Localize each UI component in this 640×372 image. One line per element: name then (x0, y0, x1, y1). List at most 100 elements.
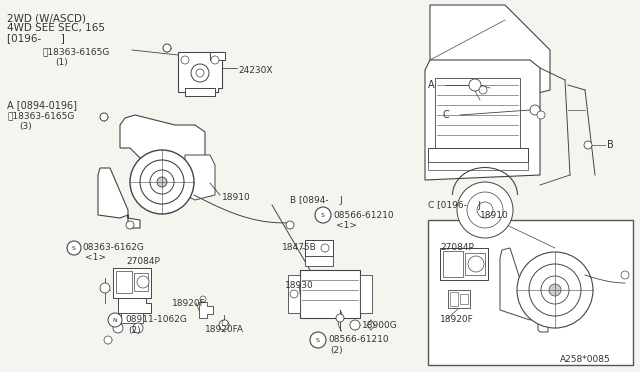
Text: S: S (321, 212, 325, 218)
Circle shape (336, 314, 344, 322)
Bar (428, 220, 633, 365)
Text: 18920F: 18920F (440, 315, 474, 324)
Text: 27084P: 27084P (440, 244, 474, 253)
Bar (440, 248, 488, 280)
Circle shape (219, 320, 229, 330)
Text: A258*0085: A258*0085 (560, 356, 611, 365)
Text: (2): (2) (128, 326, 141, 334)
Polygon shape (430, 5, 550, 95)
Circle shape (200, 296, 206, 302)
Text: 18920FA: 18920FA (205, 326, 244, 334)
Circle shape (113, 323, 123, 333)
Text: (1): (1) (55, 58, 68, 67)
Text: (2): (2) (330, 346, 342, 355)
Text: B: B (607, 140, 614, 150)
Bar (288, 275, 300, 313)
Text: 18930: 18930 (285, 280, 314, 289)
Polygon shape (185, 88, 215, 96)
Text: 2WD (W/ASCD): 2WD (W/ASCD) (7, 13, 86, 23)
Circle shape (584, 141, 592, 149)
Text: 24230X: 24230X (238, 65, 273, 74)
Circle shape (350, 320, 360, 330)
Bar (443, 251, 463, 277)
Circle shape (100, 283, 110, 293)
Polygon shape (210, 52, 225, 60)
Text: 08566-61210: 08566-61210 (328, 336, 388, 344)
Circle shape (529, 264, 581, 316)
Bar (360, 275, 372, 313)
Text: 27084P: 27084P (126, 257, 160, 266)
Bar (116, 271, 132, 293)
Text: 08363-6162G: 08363-6162G (82, 244, 144, 253)
Circle shape (163, 44, 171, 52)
Bar (448, 290, 470, 308)
Circle shape (137, 276, 149, 288)
Text: (3): (3) (19, 122, 32, 131)
Circle shape (321, 244, 329, 252)
Circle shape (315, 207, 331, 223)
Circle shape (468, 256, 484, 272)
Circle shape (126, 221, 134, 229)
Text: Ⓜ18363-6165G: Ⓜ18363-6165G (42, 48, 109, 57)
Circle shape (157, 177, 167, 187)
Circle shape (104, 336, 112, 344)
Circle shape (467, 192, 503, 228)
Bar (460, 294, 468, 304)
Bar (305, 240, 333, 256)
Circle shape (457, 182, 513, 238)
Text: C: C (443, 110, 450, 120)
Text: [0196-      ]: [0196- ] (7, 33, 65, 43)
Circle shape (150, 170, 174, 194)
Polygon shape (178, 52, 222, 92)
Bar (465, 253, 485, 275)
Bar (435, 78, 520, 148)
Polygon shape (118, 298, 151, 313)
Text: 08566-61210: 08566-61210 (333, 211, 394, 219)
Bar (134, 273, 148, 291)
Polygon shape (98, 168, 140, 228)
Text: 18920F: 18920F (172, 298, 205, 308)
Polygon shape (199, 302, 213, 318)
Text: 18910: 18910 (222, 192, 251, 202)
Circle shape (469, 79, 481, 91)
Text: 4WD SEE SEC, 165: 4WD SEE SEC, 165 (7, 23, 105, 33)
Text: 08911-1062G: 08911-1062G (125, 315, 187, 324)
Circle shape (191, 64, 209, 82)
Text: N: N (113, 317, 117, 323)
Text: C [0196-    J: C [0196- J (428, 201, 481, 209)
Circle shape (100, 113, 108, 121)
Bar (113, 268, 151, 298)
Circle shape (290, 290, 298, 298)
Circle shape (286, 221, 294, 229)
Text: A [0894-0196]: A [0894-0196] (7, 100, 77, 110)
Text: B [0894-    J: B [0894- J (290, 196, 343, 205)
Text: <1>: <1> (336, 221, 357, 230)
Bar (450, 292, 458, 306)
Text: A: A (428, 80, 435, 90)
Circle shape (222, 320, 228, 326)
Circle shape (211, 56, 219, 64)
Bar (428, 148, 528, 162)
Circle shape (130, 150, 194, 214)
Circle shape (549, 284, 561, 296)
Polygon shape (185, 155, 215, 200)
Text: 18900G: 18900G (362, 321, 397, 330)
Circle shape (181, 56, 189, 64)
Polygon shape (500, 248, 548, 332)
Circle shape (477, 202, 493, 218)
Circle shape (310, 332, 326, 348)
Text: S: S (72, 246, 76, 250)
Circle shape (140, 160, 184, 204)
Circle shape (530, 105, 540, 115)
Text: <1>: <1> (85, 253, 106, 263)
Circle shape (67, 241, 81, 255)
Circle shape (517, 252, 593, 328)
Bar (300, 270, 360, 318)
Polygon shape (425, 60, 540, 180)
Circle shape (133, 323, 143, 333)
Circle shape (541, 276, 569, 304)
Circle shape (537, 111, 545, 119)
Bar (305, 256, 333, 266)
Text: Ⓜ18363-6165G: Ⓜ18363-6165G (7, 112, 74, 121)
Circle shape (196, 69, 204, 77)
